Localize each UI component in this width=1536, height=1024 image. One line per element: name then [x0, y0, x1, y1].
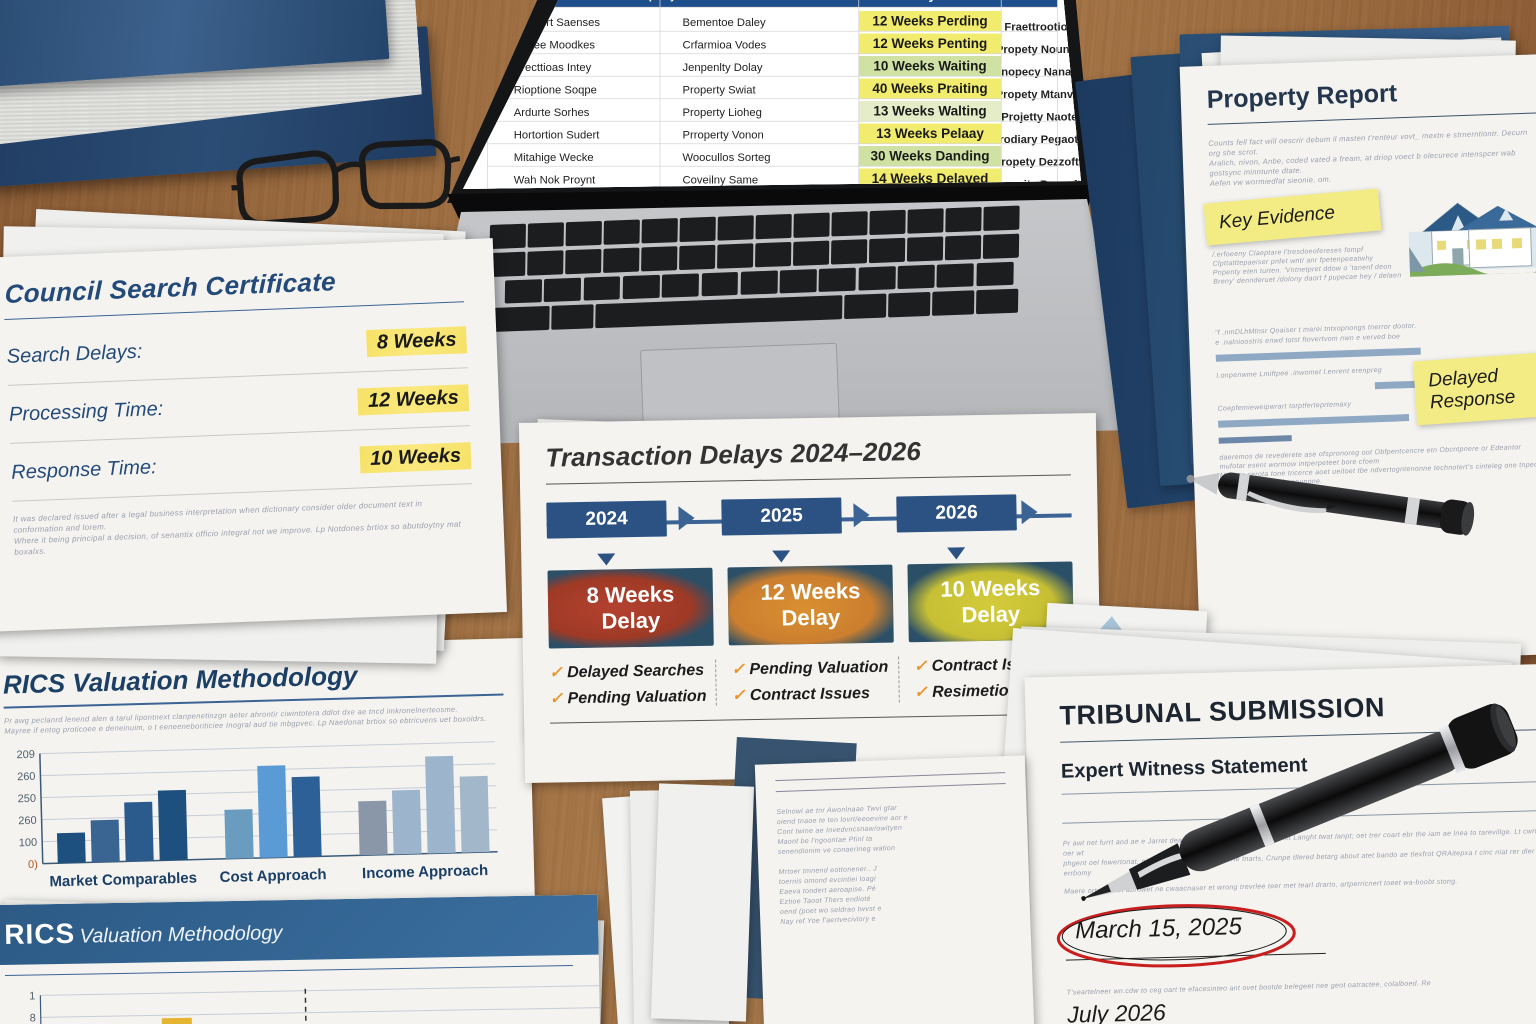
svg-text:260: 260 [17, 771, 36, 783]
svg-text:0): 0) [28, 859, 38, 871]
svg-text:Market Comparables: Market Comparables [49, 870, 197, 891]
svg-text:100: 100 [19, 837, 38, 849]
svg-text:1: 1 [29, 990, 35, 1002]
svg-text:209: 209 [16, 749, 35, 761]
svg-text:260: 260 [18, 815, 37, 827]
svg-text:Cost Approach: Cost Approach [219, 866, 326, 886]
svg-text:250: 250 [18, 793, 37, 805]
svg-text:Income Approach: Income Approach [362, 862, 489, 882]
svg-text:8: 8 [30, 1012, 36, 1024]
svg-text:.: . [5, 985, 6, 987]
